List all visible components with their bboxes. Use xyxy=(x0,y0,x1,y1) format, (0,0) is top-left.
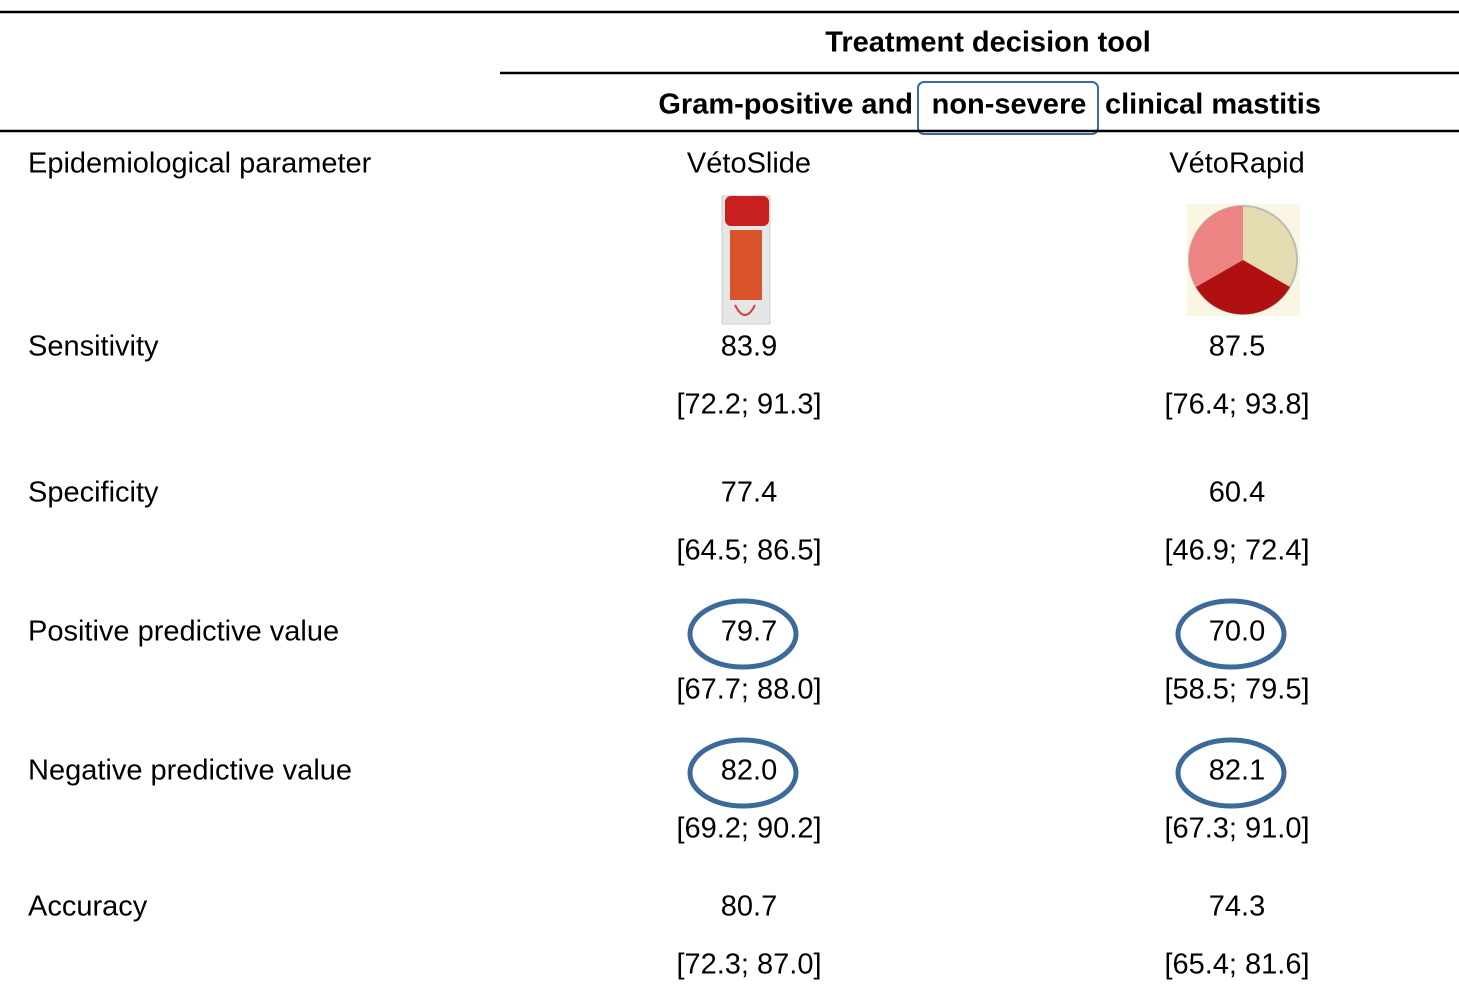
column-header: VétoRapid xyxy=(1169,148,1304,180)
cell-ci: [72.3; 87.0] xyxy=(676,949,821,981)
cell-value: 77.4 xyxy=(721,477,777,509)
cell-ci: [67.3; 91.0] xyxy=(1164,813,1309,845)
cell-ci: [58.5; 79.5] xyxy=(1164,674,1309,706)
cell-value: 70.0 xyxy=(1209,616,1265,648)
cell-value: 79.7 xyxy=(721,616,777,648)
row-label: Negative predictive value xyxy=(28,755,352,787)
table-slide: Treatment decision tool Gram-positive an… xyxy=(0,0,1459,988)
cell-value: 83.9 xyxy=(721,331,777,363)
subtitle-part: Gram-positive and xyxy=(658,89,913,121)
vetoslide-icon xyxy=(722,196,770,324)
cell-ci: [64.5; 86.5] xyxy=(676,535,821,567)
cell-ci: [72.2; 91.3] xyxy=(676,389,821,421)
cell-value: 80.7 xyxy=(721,891,777,923)
subtitle-part: clinical mastitis xyxy=(1105,89,1321,121)
row-label: Accuracy xyxy=(28,891,148,923)
cell-value: 82.0 xyxy=(721,755,777,787)
cell-value: 87.5 xyxy=(1209,331,1265,363)
cell-value: 82.1 xyxy=(1209,755,1265,787)
cell-ci: [76.4; 93.8] xyxy=(1164,389,1309,421)
cell-ci: [67.7; 88.0] xyxy=(676,674,821,706)
row-label: Positive predictive value xyxy=(28,616,339,648)
cell-value: 60.4 xyxy=(1209,477,1265,509)
cell-ci: [65.4; 81.6] xyxy=(1164,949,1309,981)
column-header: Epidemiological parameter xyxy=(28,148,372,180)
table-body: Sensitivity 83.9 [72.2; 91.3] 87.5 [76.4; 93… xyxy=(28,331,1310,981)
cell-ci: [46.9; 72.4] xyxy=(1164,535,1309,567)
row-label: Specificity xyxy=(28,477,159,509)
subtitle-part: non-severe xyxy=(932,89,1087,121)
cell-ci: [69.2; 90.2] xyxy=(676,813,821,845)
vetorapid-icon xyxy=(1187,204,1300,316)
header-title: Treatment decision tool xyxy=(825,27,1151,59)
column-header: VétoSlide xyxy=(687,148,811,180)
row-label: Sensitivity xyxy=(28,331,159,363)
cell-value: 74.3 xyxy=(1209,891,1265,923)
